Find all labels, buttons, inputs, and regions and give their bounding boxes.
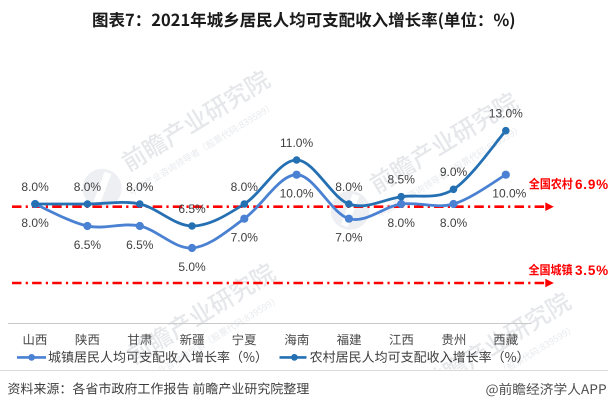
svg-text:6.9%: 6.9% (575, 177, 608, 192)
svg-text:8.0%: 8.0% (335, 180, 363, 194)
svg-text:10.0%: 10.0% (280, 187, 314, 201)
svg-text:9.0%: 9.0% (440, 165, 468, 179)
svg-text:6.5%: 6.5% (126, 238, 154, 252)
svg-text:11.0%: 11.0% (280, 136, 313, 150)
svg-text:8.0%: 8.0% (126, 180, 154, 194)
svg-text:8.0%: 8.0% (231, 180, 259, 194)
svg-text:8.0%: 8.0% (21, 180, 49, 194)
svg-text:13.0%: 13.0% (489, 107, 523, 121)
svg-text:8.0%: 8.0% (440, 216, 468, 230)
svg-text:6.5%: 6.5% (178, 202, 206, 216)
svg-text:3.5%: 3.5% (575, 263, 608, 278)
svg-text:8.0%: 8.0% (388, 216, 416, 230)
svg-text:10.0%: 10.0% (492, 187, 526, 201)
svg-text:8.0%: 8.0% (74, 180, 102, 194)
svg-text:7.0%: 7.0% (231, 231, 259, 245)
svg-text:6.5%: 6.5% (74, 238, 102, 252)
svg-text:8.0%: 8.0% (21, 216, 49, 230)
svg-text:7.0%: 7.0% (335, 231, 363, 245)
svg-text:5.0%: 5.0% (178, 260, 206, 274)
svg-text:8.5%: 8.5% (388, 173, 416, 187)
